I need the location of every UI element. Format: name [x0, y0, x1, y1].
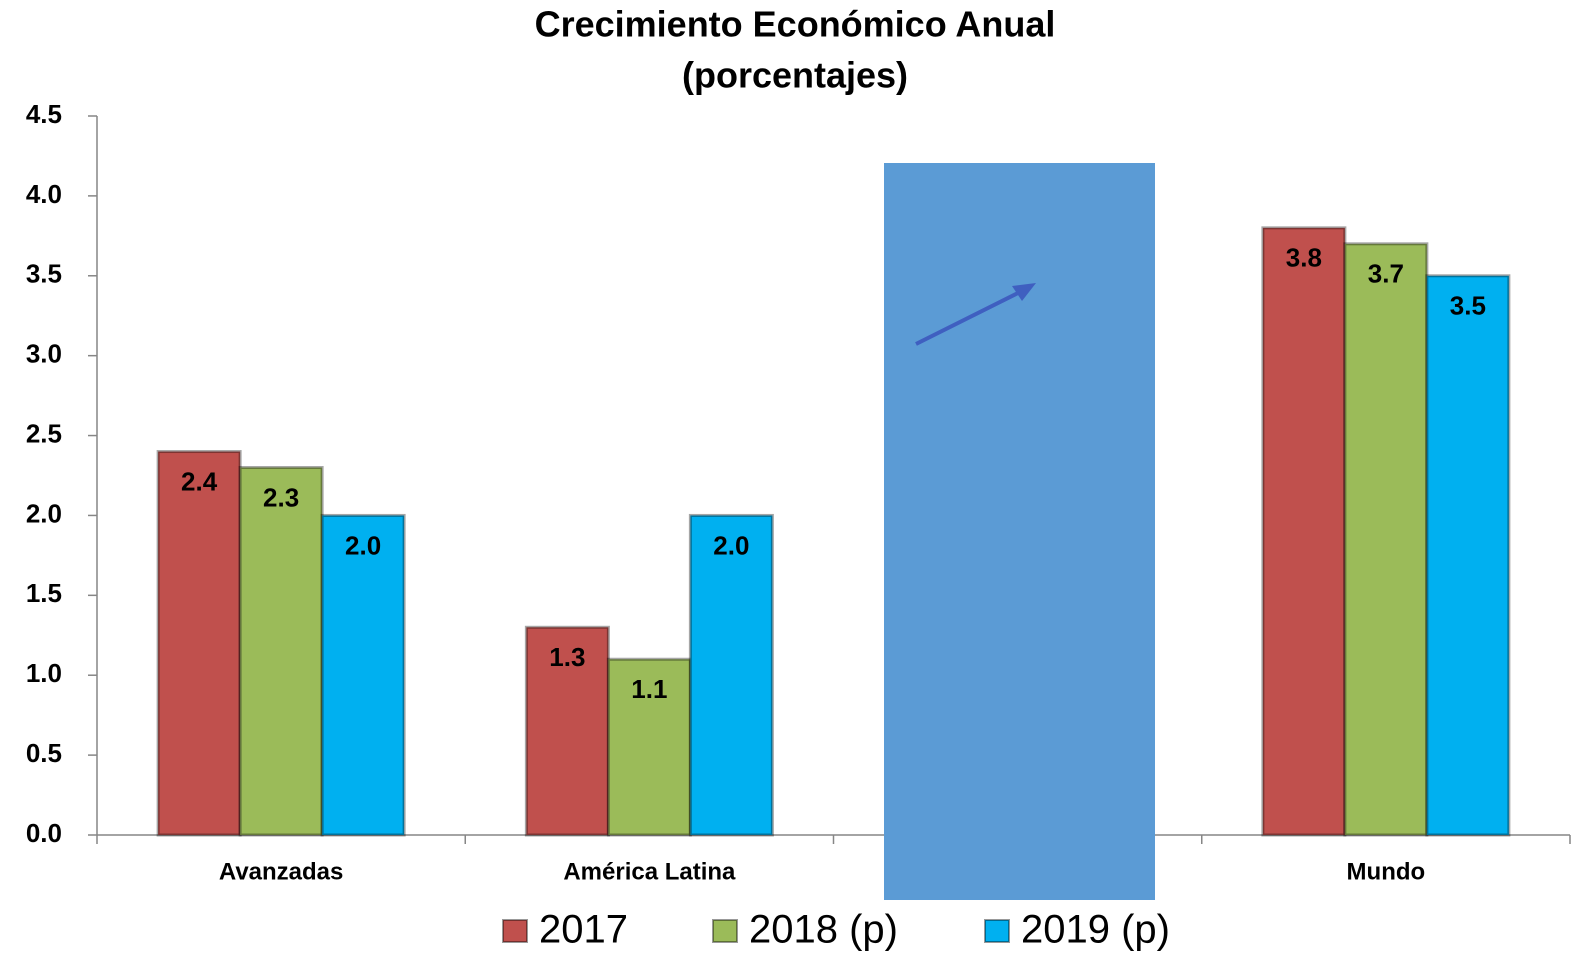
- data-label: 3.5: [1450, 291, 1486, 321]
- bar: [1425, 274, 1511, 837]
- data-label: 2.0: [345, 530, 381, 560]
- y-tick-label: 1.0: [26, 658, 62, 688]
- overlay-box: [884, 163, 1155, 900]
- y-tick-label: 4.0: [26, 179, 62, 209]
- y-tick-label: 2.0: [26, 498, 62, 528]
- y-tick-label: 2.5: [26, 418, 62, 448]
- bar: [238, 466, 324, 837]
- legend-label: 2017: [539, 908, 628, 952]
- y-tick-label: 0.0: [26, 818, 62, 848]
- y-tick-label: 3.5: [26, 259, 62, 289]
- bar: [320, 513, 406, 837]
- legend-swatch: [984, 919, 1010, 943]
- y-tick-label: 3.0: [26, 339, 62, 369]
- data-label: 2.3: [263, 482, 299, 512]
- legend-swatch: [712, 919, 738, 943]
- data-label: 1.3: [549, 642, 585, 672]
- x-tick-label: Mundo: [1347, 858, 1426, 885]
- arrow-head: [1012, 283, 1036, 301]
- bar: [688, 513, 774, 837]
- data-label: 2.4: [181, 466, 218, 496]
- y-tick-label: 0.5: [26, 738, 62, 768]
- legend-label: 2018 (p): [749, 908, 898, 952]
- bar: [524, 625, 610, 837]
- y-tick-label: 4.5: [26, 99, 62, 129]
- arrow: [915, 285, 1031, 346]
- data-label: 3.8: [1286, 243, 1322, 273]
- y-tick-label: 1.5: [26, 578, 62, 608]
- bar: [1261, 226, 1347, 837]
- data-label: 2.0: [713, 530, 749, 560]
- chart-subtitle: (porcentajes): [682, 55, 908, 96]
- chart-title: Crecimiento Económico Anual: [535, 4, 1056, 45]
- x-tick-label: América Latina: [563, 858, 736, 885]
- bar: [156, 450, 242, 837]
- data-label: 1.1: [631, 674, 667, 704]
- legend-swatch: [502, 919, 528, 943]
- bar: [1343, 242, 1429, 837]
- data-label: 3.7: [1368, 259, 1404, 289]
- legend-label: 2019 (p): [1021, 908, 1170, 952]
- x-tick-label: Avanzadas: [219, 858, 344, 885]
